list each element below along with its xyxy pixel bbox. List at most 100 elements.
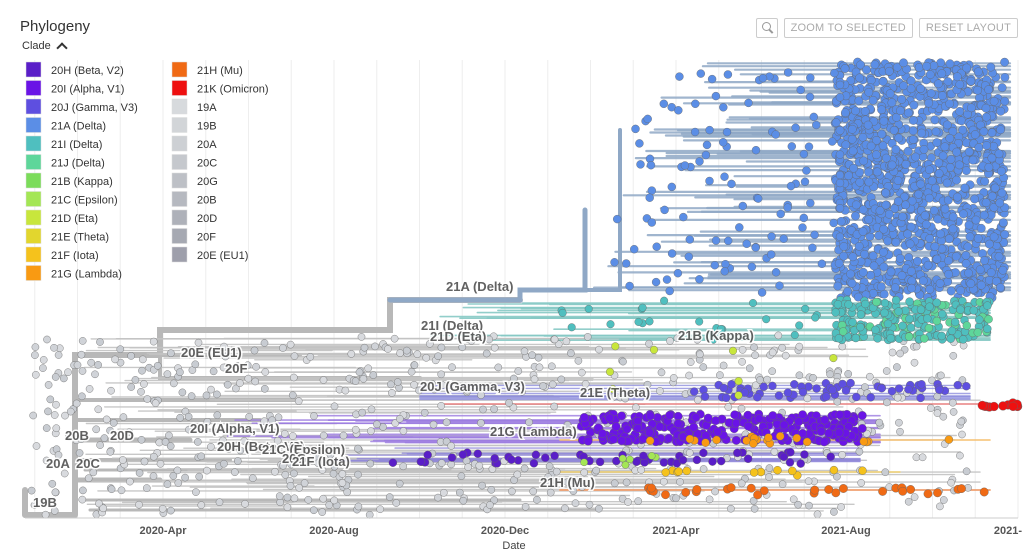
tip-point[interactable] [796, 85, 805, 95]
tip-point[interactable] [946, 286, 956, 296]
tip-point[interactable] [52, 400, 60, 409]
tip-point[interactable] [220, 342, 228, 351]
tip-point[interactable] [192, 488, 200, 496]
tip-point[interactable] [931, 183, 940, 193]
tip-point[interactable] [809, 112, 818, 122]
legend-entry[interactable]: 20H (Beta, V2) [25, 61, 124, 78]
tip-point[interactable] [611, 422, 621, 431]
tip-point[interactable] [665, 286, 674, 296]
tip-point[interactable] [803, 394, 812, 403]
tip-point[interactable] [795, 342, 804, 351]
tip-point[interactable] [879, 262, 889, 272]
tip-point[interactable] [611, 342, 620, 351]
tip-point[interactable] [509, 374, 518, 383]
tip-point[interactable] [318, 508, 327, 516]
tip-point[interactable] [930, 115, 940, 125]
tip-point[interactable] [41, 510, 50, 519]
tip-point[interactable] [558, 308, 567, 317]
tip-point[interactable] [613, 214, 622, 224]
tip-point[interactable] [290, 494, 299, 503]
tip-point[interactable] [44, 381, 53, 389]
tip-point[interactable] [520, 464, 529, 473]
tip-point[interactable] [979, 127, 989, 136]
tip-point[interactable] [999, 218, 1008, 228]
tip-point[interactable] [29, 411, 38, 420]
tip-point[interactable] [399, 462, 408, 471]
tip-point[interactable] [960, 183, 970, 193]
tip-point[interactable] [973, 67, 983, 77]
tip-point[interactable] [897, 95, 907, 104]
tip-point[interactable] [995, 198, 1005, 208]
tip-point[interactable] [525, 418, 533, 427]
tip-point[interactable] [610, 479, 619, 488]
tip-point[interactable] [50, 411, 59, 419]
tip-point[interactable] [920, 334, 929, 343]
tip-point[interactable] [645, 428, 654, 438]
tip-point[interactable] [359, 375, 368, 383]
tip-point[interactable] [283, 503, 292, 512]
tip-point[interactable] [365, 510, 374, 519]
tip-point[interactable] [618, 454, 627, 463]
tip-point[interactable] [883, 398, 891, 407]
tip-point[interactable] [221, 352, 230, 361]
tip-point[interactable] [959, 209, 968, 219]
tip-point[interactable] [396, 349, 404, 357]
tip-point[interactable] [864, 215, 874, 224]
tip-point[interactable] [100, 434, 109, 442]
tip-point[interactable] [893, 363, 901, 371]
tip-point[interactable] [834, 258, 844, 268]
tip-point[interactable] [207, 442, 215, 451]
tip-point[interactable] [626, 455, 634, 464]
tip-point[interactable] [826, 452, 835, 461]
tip-point[interactable] [937, 331, 946, 341]
tip-point[interactable] [986, 268, 996, 277]
tip-point[interactable] [605, 413, 615, 423]
tip-point[interactable] [768, 348, 777, 357]
tip-point[interactable] [647, 452, 656, 460]
tip-point[interactable] [999, 238, 1009, 248]
tip-point[interactable] [487, 485, 496, 494]
tip-point[interactable] [392, 499, 401, 507]
tip-point[interactable] [848, 146, 858, 156]
tip-point[interactable] [956, 286, 965, 295]
tip-point[interactable] [710, 261, 719, 270]
tip-point[interactable] [774, 391, 784, 400]
tip-point[interactable] [51, 488, 60, 497]
tip-point[interactable] [459, 496, 468, 505]
tip-point[interactable] [116, 345, 125, 354]
tip-point[interactable] [966, 279, 976, 288]
tip-point[interactable] [286, 340, 295, 349]
tip-point[interactable] [951, 252, 961, 261]
tip-point[interactable] [838, 451, 847, 459]
tip-point[interactable] [722, 127, 732, 137]
tip-point[interactable] [280, 429, 289, 438]
tip-point[interactable] [976, 280, 986, 290]
tip-point[interactable] [762, 315, 771, 324]
tip-point[interactable] [809, 374, 817, 382]
tip-point[interactable] [973, 233, 983, 243]
tip-point[interactable] [339, 431, 348, 440]
tip-point[interactable] [685, 371, 693, 380]
tip-point[interactable] [194, 338, 203, 347]
tip-point[interactable] [251, 377, 259, 386]
tip-point[interactable] [355, 368, 364, 377]
legend-entry[interactable]: 21E (Theta) [25, 228, 109, 244]
tip-point[interactable] [712, 435, 721, 445]
tip-point[interactable] [684, 252, 693, 261]
tip-point[interactable] [260, 384, 269, 393]
tip-point[interactable] [1000, 230, 1010, 239]
tip-point[interactable] [835, 232, 845, 242]
tip-point[interactable] [647, 218, 656, 227]
tip-point[interactable] [126, 477, 134, 486]
legend-entry[interactable]: 20C [171, 154, 217, 170]
tip-point[interactable] [899, 81, 908, 91]
tip-point[interactable] [856, 60, 865, 70]
tip-point[interactable] [561, 504, 569, 513]
tip-point[interactable] [341, 386, 350, 395]
tip-point[interactable] [874, 231, 884, 241]
tip-point[interactable] [871, 325, 880, 334]
tip-point[interactable] [325, 501, 334, 509]
tip-point[interactable] [933, 214, 943, 224]
tip-point[interactable] [719, 361, 728, 370]
tip-point[interactable] [747, 262, 757, 271]
